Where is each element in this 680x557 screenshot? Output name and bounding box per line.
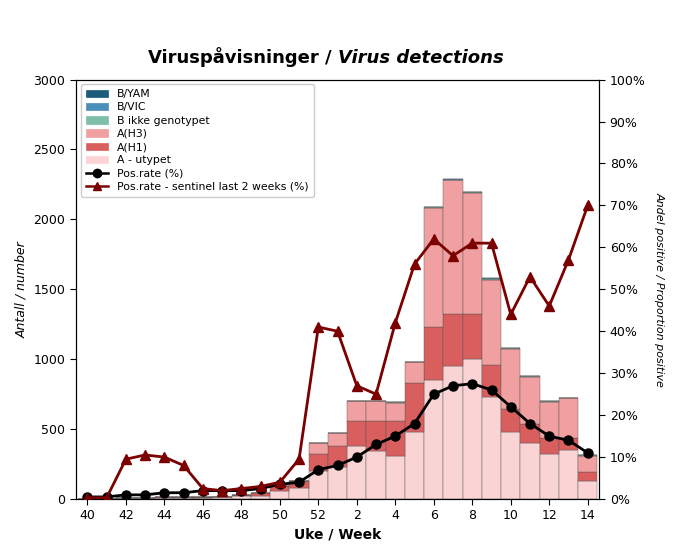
Bar (559, 437, 578, 450)
Bar (251, 496, 270, 499)
Bar (367, 452, 386, 499)
X-axis label: Uke / Week: Uke / Week (294, 528, 381, 542)
Bar (540, 438, 559, 455)
Bar (578, 456, 597, 472)
Bar (443, 180, 462, 315)
Bar (482, 397, 501, 499)
Bar (212, 496, 232, 497)
Bar (501, 348, 520, 349)
Bar (367, 421, 386, 452)
Bar (520, 424, 540, 443)
Bar (347, 446, 367, 499)
Bar (309, 443, 328, 455)
Bar (251, 493, 270, 496)
Bar (328, 467, 347, 499)
Bar (405, 362, 424, 383)
Bar (232, 496, 251, 499)
Bar (462, 192, 482, 193)
Text: Virus detections: Virus detections (337, 49, 503, 67)
Bar (462, 193, 482, 315)
Bar (386, 456, 405, 499)
Bar (559, 450, 578, 499)
Bar (540, 455, 559, 499)
Bar (424, 380, 443, 499)
Bar (290, 488, 309, 499)
Bar (347, 401, 367, 421)
Legend: B/YAM, B/VIC, B ikke genotypet, A(H3), A(H1), A - utypet, Pos.rate (%), Pos.rate: B/YAM, B/VIC, B ikke genotypet, A(H3), A… (81, 84, 314, 197)
Bar (540, 402, 559, 438)
Bar (193, 497, 212, 499)
Bar (501, 349, 520, 409)
Bar (405, 432, 424, 499)
Bar (501, 432, 520, 499)
Bar (347, 421, 367, 446)
Bar (443, 366, 462, 499)
Bar (290, 481, 309, 488)
Bar (212, 497, 232, 499)
Bar (540, 401, 559, 402)
Bar (578, 472, 597, 481)
Bar (443, 179, 462, 180)
Bar (578, 481, 597, 499)
Y-axis label: Andel positive / Proportion positive: Andel positive / Proportion positive (655, 192, 665, 387)
Bar (155, 497, 174, 498)
Bar (270, 491, 290, 499)
Bar (501, 409, 520, 432)
Bar (520, 376, 540, 377)
Text: Viruspåvisninger /: Viruspåvisninger / (148, 47, 337, 67)
Bar (462, 315, 482, 359)
Bar (520, 443, 540, 499)
Bar (462, 359, 482, 499)
Bar (309, 455, 328, 471)
Bar (386, 403, 405, 421)
Bar (367, 401, 386, 421)
Bar (309, 471, 328, 499)
Bar (424, 327, 443, 380)
Bar (328, 433, 347, 446)
Bar (174, 498, 193, 499)
Bar (155, 498, 174, 499)
Bar (482, 365, 501, 397)
Bar (328, 446, 347, 467)
Bar (270, 486, 290, 491)
Bar (482, 279, 501, 280)
Bar (520, 377, 540, 424)
Y-axis label: Antall / number: Antall / number (15, 241, 28, 338)
Bar (232, 495, 251, 496)
Bar (559, 398, 578, 437)
Bar (405, 383, 424, 432)
Bar (482, 280, 501, 365)
Bar (386, 421, 405, 456)
Bar (424, 208, 443, 327)
Bar (443, 315, 462, 366)
Bar (174, 497, 193, 498)
